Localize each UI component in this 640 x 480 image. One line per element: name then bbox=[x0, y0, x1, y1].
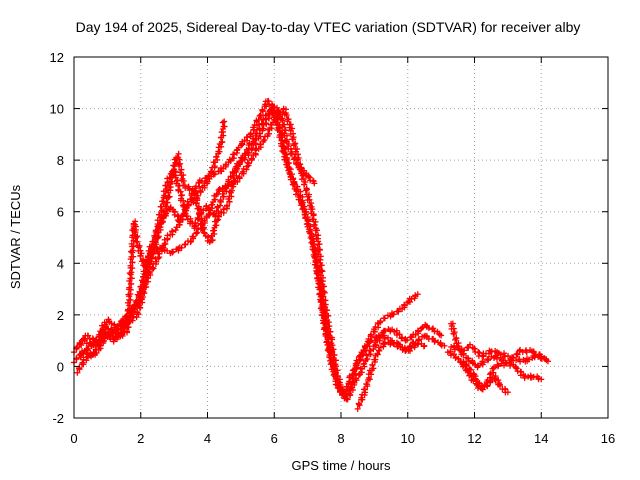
y-tick-label: 6 bbox=[57, 205, 64, 220]
y-axis-label: SDTVAR / TECUs bbox=[8, 184, 23, 289]
x-axis-label: GPS time / hours bbox=[292, 458, 391, 473]
x-tick-label: 0 bbox=[70, 431, 77, 446]
series-track-5 bbox=[77, 97, 445, 403]
x-tick-label: 4 bbox=[204, 431, 211, 446]
x-tick-label: 8 bbox=[337, 431, 344, 446]
series-track-10 bbox=[458, 352, 548, 393]
x-tick-label: 14 bbox=[534, 431, 548, 446]
series-track-6 bbox=[354, 332, 448, 412]
x-tick-label: 16 bbox=[601, 431, 615, 446]
x-tick-label: 10 bbox=[401, 431, 415, 446]
chart-title: Day 194 of 2025, Sidereal Day-to-day VTE… bbox=[76, 19, 581, 35]
y-tick-label: 2 bbox=[57, 308, 64, 323]
y-tick-label: 4 bbox=[57, 256, 64, 271]
y-tick-label: 0 bbox=[57, 359, 64, 374]
y-tick-label: 12 bbox=[50, 50, 64, 65]
y-tick-label: 10 bbox=[50, 102, 64, 117]
series-track-1 bbox=[71, 118, 228, 366]
x-tick-label: 6 bbox=[271, 431, 278, 446]
x-tick-label: 12 bbox=[467, 431, 481, 446]
y-tick-label: 8 bbox=[57, 153, 64, 168]
axis-ticks: 0 2 4 6 8 10 12 14 16 -2 0 2 4 6 8 10 12 bbox=[50, 50, 616, 446]
data-series bbox=[71, 97, 551, 412]
y-tick-label: -2 bbox=[52, 411, 64, 426]
x-tick-label: 2 bbox=[137, 431, 144, 446]
